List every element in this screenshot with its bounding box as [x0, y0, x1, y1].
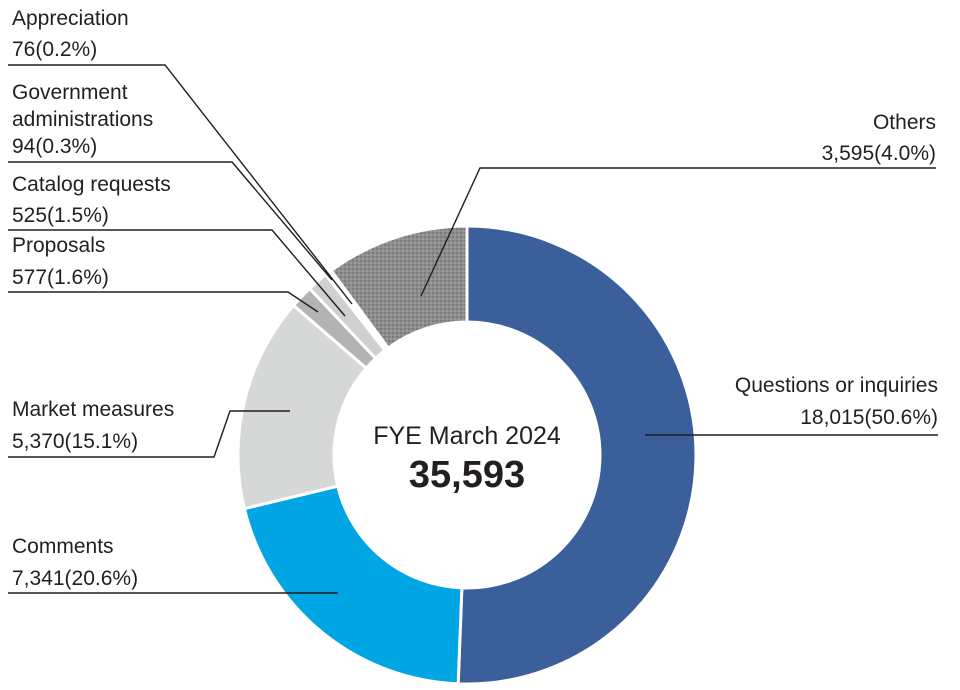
label-name-others: Others: [873, 111, 936, 134]
label-value-others: 3,595(4.0%): [822, 142, 936, 165]
label-value-catalog-requests: 525(1.5%): [12, 204, 109, 227]
label-name-proposals: Proposals: [12, 234, 105, 257]
label-name-questions-or-inquiries: Questions or inquiries: [735, 374, 938, 397]
label-value-appreciation: 76(0.2%): [12, 38, 97, 61]
label-value-government-administrations: 94(0.3%): [12, 135, 97, 158]
label-name-appreciation: Appreciation: [12, 7, 129, 30]
slices-group: [236, 224, 698, 686]
label-name-government-administrations: Government administrations: [12, 81, 153, 131]
label-value-questions-or-inquiries: 18,015(50.6%): [800, 406, 938, 429]
leader-line-market-measures: [8, 410, 290, 458]
slice-comments: [242, 484, 464, 686]
leader-lines-group: [8, 64, 938, 594]
leader-line-appreciation: [8, 64, 353, 305]
leader-line-government-administrations: [8, 161, 333, 281]
label-value-proposals: 577(1.6%): [12, 266, 109, 289]
label-value-comments: 7,341(20.6%): [12, 567, 138, 590]
labels-group: Questions or inquiries 18,015(50.6%) Comme…: [12, 7, 938, 590]
center-title: FYE March 2024: [373, 422, 561, 450]
label-name-catalog-requests: Catalog requests: [12, 173, 171, 196]
leader-line-catalog-requests: [8, 229, 346, 317]
slice-others: [329, 224, 469, 350]
center-total: 35,593: [409, 454, 525, 496]
label-name-market-measures: Market measures: [12, 398, 174, 421]
label-name-comments: Comments: [12, 535, 114, 558]
label-value-market-measures: 5,370(15.1%): [12, 430, 138, 453]
leader-line-others: [420, 167, 936, 297]
leader-line-proposals: [8, 291, 319, 313]
slice-questions-or-inquiries: [456, 224, 698, 686]
